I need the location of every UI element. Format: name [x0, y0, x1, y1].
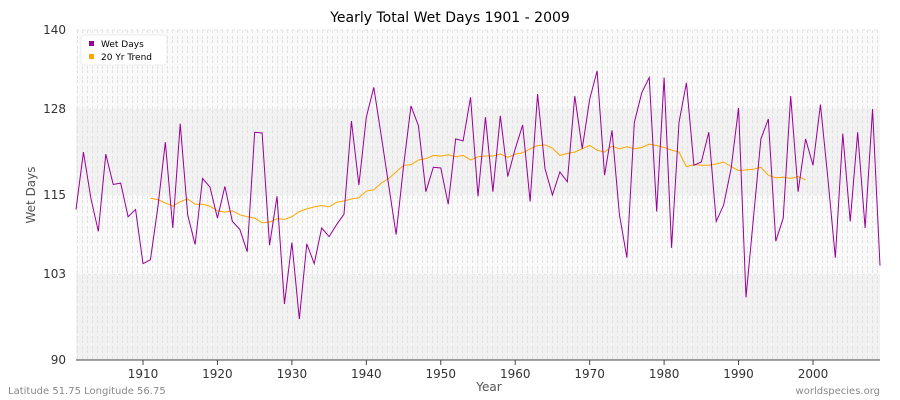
- y-tick-label: 103: [43, 267, 66, 281]
- footer-source: worldspecies.org: [796, 386, 880, 397]
- legend-label-wet-days: Wet Days: [101, 40, 144, 50]
- x-tick-label: 1910: [128, 367, 159, 381]
- legend-swatch-wet-days: [89, 41, 94, 46]
- x-tick-label: 2000: [798, 367, 829, 381]
- legend-box: [80, 34, 168, 66]
- legend: Wet Days 20 Yr Trend: [80, 34, 168, 66]
- series-line-wet-days: [75, 70, 881, 320]
- y-tick-label: 90: [51, 353, 66, 367]
- x-tick-label: 1950: [426, 367, 457, 381]
- footer-location: Latitude 51.75 Longitude 56.75: [8, 386, 166, 397]
- legend-swatch-trend: [89, 54, 94, 59]
- y-axis-ticks: 90 103 115 128 140: [43, 23, 66, 367]
- y-tick-label: 115: [43, 188, 66, 202]
- series-line-trend: [150, 143, 806, 224]
- x-tick-label: 1970: [574, 367, 605, 381]
- y-tick-label: 140: [43, 23, 66, 37]
- x-tick-label: 1940: [351, 367, 382, 381]
- x-axis-ticks: 1910 1920 1930 1940 1950 1960 1970 1980 1990 2000: [128, 360, 829, 381]
- x-tick-label: 1980: [649, 367, 680, 381]
- x-tick-label: 1920: [202, 367, 233, 381]
- legend-label-trend: 20 Yr Trend: [101, 53, 152, 63]
- x-tick-label: 1960: [500, 367, 531, 381]
- y-tick-label: 128: [43, 102, 66, 116]
- x-axis-title: Year: [475, 380, 501, 394]
- y-axis-title: Wet Days: [24, 166, 38, 223]
- x-tick-label: 1990: [723, 367, 754, 381]
- chart-title: Yearly Total Wet Days 1901 - 2009: [329, 10, 570, 26]
- x-tick-label: 1930: [277, 367, 308, 381]
